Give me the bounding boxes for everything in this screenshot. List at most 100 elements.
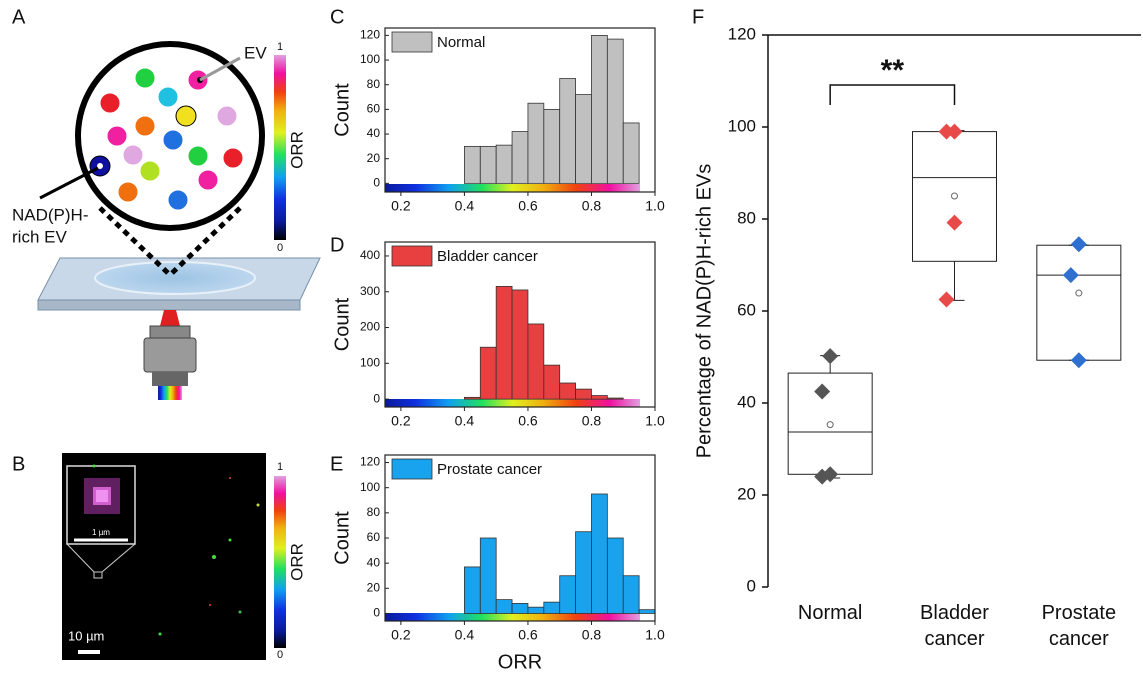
- y-tick-label: 100: [360, 52, 380, 66]
- colorbar: [385, 184, 640, 192]
- x-tick-label: 0.4: [455, 413, 475, 429]
- x-tick-label: 0.2: [391, 627, 411, 643]
- annotation: NAD(P)H-: [12, 205, 89, 224]
- bar: [591, 493, 608, 614]
- legend-label: Prostate cancer: [437, 461, 542, 478]
- y-tick-label: 400: [360, 248, 380, 262]
- legend-label: Bladder cancer: [437, 248, 538, 265]
- legend-swatch: [391, 458, 433, 480]
- x-tick-label: Normal: [797, 602, 863, 624]
- y-tick-label: 120: [360, 28, 380, 42]
- y-tick-label: 80: [367, 77, 381, 91]
- legend-swatch: [391, 245, 433, 267]
- colorbar: [385, 399, 640, 407]
- y-tick-label: 20: [737, 484, 756, 503]
- legend-label: Normal: [437, 34, 485, 51]
- bar: [527, 606, 545, 614]
- bar: [543, 364, 561, 400]
- bar: [638, 609, 656, 614]
- panel-label: A: [12, 6, 26, 28]
- y-tick-label: 0: [373, 391, 380, 405]
- data-point: [938, 123, 955, 140]
- colorbar-title: ORR: [287, 543, 306, 581]
- y-tick-label: 60: [367, 530, 381, 544]
- colorbar: [385, 613, 640, 621]
- bar: [591, 34, 608, 184]
- y-tick-label: 80: [737, 208, 756, 227]
- x-tick-label: 1.0: [645, 627, 665, 643]
- colorbar-label: 0: [277, 242, 283, 254]
- bar: [575, 531, 592, 614]
- box: [1036, 244, 1122, 361]
- y-tick-label: 120: [360, 455, 380, 469]
- y-tick-label: 100: [360, 480, 380, 494]
- data-point: [946, 214, 963, 231]
- x-tick-label: 0.6: [518, 627, 538, 643]
- y-tick-label: 60: [367, 102, 381, 116]
- y-tick-label: 60: [737, 300, 756, 319]
- illustration: EV NAD(P)H- rich EV 1 0 ORR: [12, 41, 321, 400]
- y-tick-label: 100: [728, 116, 756, 135]
- data-point: [814, 383, 831, 400]
- y-tick-label: 40: [367, 126, 381, 140]
- bar: [543, 108, 561, 184]
- bar: [543, 601, 561, 614]
- bar: [559, 575, 576, 614]
- x-tick-label: 1.0: [645, 413, 665, 429]
- bar: [511, 602, 529, 614]
- panel-label: B: [12, 453, 25, 475]
- bar: [464, 145, 481, 184]
- x-tick-label: 0.8: [582, 627, 602, 643]
- x-tick-label: 0.4: [455, 198, 475, 214]
- bar: [559, 382, 576, 400]
- annotation: rich EV: [12, 227, 67, 246]
- x-tick-label: 0.8: [582, 198, 602, 214]
- x-tick-label: 0.6: [518, 198, 538, 214]
- legend-swatch: [391, 31, 433, 53]
- plot-frame: [384, 27, 656, 193]
- scale-bar-label: 1 µm: [92, 528, 110, 537]
- bar: [606, 537, 624, 614]
- panel-label: C: [330, 6, 344, 28]
- bar: [511, 289, 529, 400]
- bar: [495, 285, 513, 400]
- y-tick-label: 40: [367, 555, 381, 569]
- bar: [622, 122, 640, 184]
- significance-bracket: [829, 84, 956, 105]
- x-tick-label: 0.6: [518, 413, 538, 429]
- data-point: [1062, 267, 1079, 284]
- bar: [575, 94, 592, 184]
- bar: [511, 131, 529, 184]
- panel-label: F: [692, 6, 704, 28]
- x-tick-label: Prostate cancer: [1041, 602, 1117, 650]
- bar: [559, 78, 576, 184]
- bar: [606, 38, 624, 184]
- y-axis-title: Count: [331, 297, 353, 351]
- bar: [591, 395, 608, 400]
- bar: [527, 323, 545, 400]
- y-tick-label: 200: [360, 320, 380, 334]
- y-tick-label: 120: [728, 24, 756, 43]
- y-axis-title: Percentage of NAD(P)H-rich EVs: [693, 164, 715, 459]
- bar: [622, 575, 640, 614]
- bar: [606, 397, 624, 400]
- y-tick-label: 0: [747, 576, 756, 595]
- data-point: [938, 291, 955, 308]
- bar: [464, 566, 481, 614]
- mean: [826, 421, 834, 429]
- bar: [479, 145, 497, 184]
- data-point: [1070, 236, 1087, 253]
- mean: [1075, 289, 1083, 297]
- annotation: EV: [244, 43, 267, 62]
- x-tick-label: 0.2: [391, 413, 411, 429]
- plot-frame: [384, 241, 656, 408]
- bar: [479, 537, 497, 614]
- y-tick-label: 20: [367, 580, 381, 594]
- bar: [527, 102, 545, 184]
- data-point: [822, 348, 839, 365]
- panel-label: E: [330, 453, 343, 475]
- y-tick-label: 20: [367, 151, 381, 165]
- y-tick-label: 40: [737, 392, 756, 411]
- data-point: [814, 468, 831, 485]
